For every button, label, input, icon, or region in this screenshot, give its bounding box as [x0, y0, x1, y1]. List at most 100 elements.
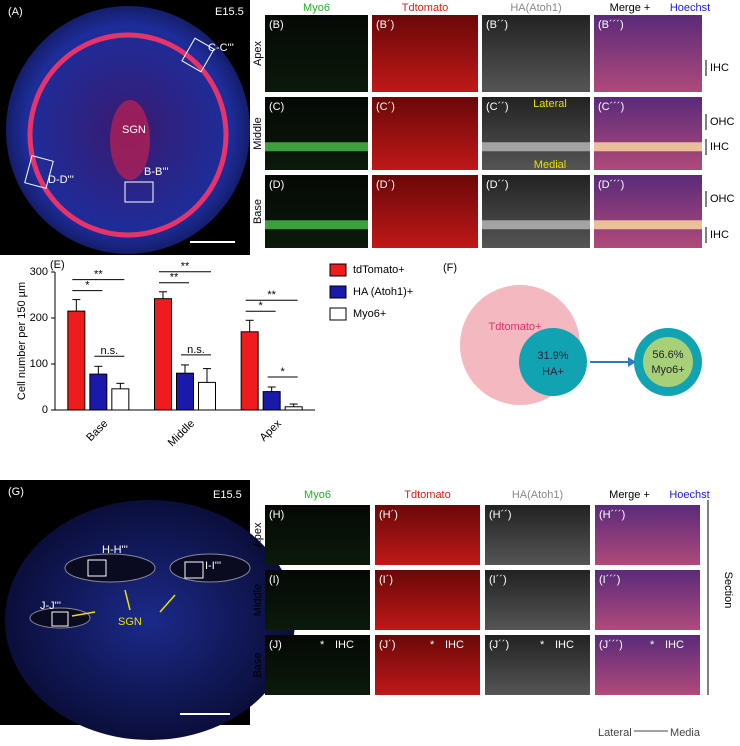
- micrograph: [265, 505, 370, 565]
- significance: n.s.: [100, 345, 118, 357]
- panel-letter: (G): [8, 486, 24, 498]
- cell-letter: (J´´): [489, 639, 509, 651]
- micrograph: [265, 570, 370, 630]
- legend-label: Myo6+: [353, 308, 386, 320]
- bar: [262, 391, 281, 411]
- cell-letter: (I´´): [489, 574, 507, 586]
- venn-inner: [519, 328, 587, 396]
- asterisk: *: [320, 639, 325, 651]
- y-tick-label: 100: [30, 358, 48, 370]
- label: C-C''': [208, 42, 234, 54]
- sgn-region: [110, 100, 150, 180]
- panel-letter: (E): [50, 259, 65, 271]
- significance: *: [85, 280, 90, 292]
- cell-band: [482, 220, 590, 230]
- duct: [29, 607, 91, 629]
- bar: [154, 298, 172, 411]
- legend-label: tdTomato+: [353, 264, 405, 276]
- box: [87, 559, 107, 577]
- legend-swatch: [329, 263, 347, 277]
- row-label: Middle: [252, 584, 264, 616]
- box: [181, 37, 215, 73]
- cell-letter: (H´´): [489, 509, 512, 521]
- side-label: IHC: [710, 229, 729, 241]
- cell-letter: (H´): [379, 509, 398, 521]
- significance: n.s.: [187, 344, 205, 356]
- micrograph: [595, 635, 700, 695]
- label: SGN: [118, 616, 142, 628]
- row-label: Middle: [252, 117, 264, 149]
- x-tick-label: Base: [84, 418, 110, 444]
- cell-letter: (C): [269, 101, 284, 113]
- micrograph: [594, 175, 702, 248]
- bar: [284, 406, 303, 411]
- asterisk: *: [540, 639, 545, 651]
- y-tick-label: 0: [42, 404, 48, 416]
- box: [124, 181, 154, 203]
- cell-letter: (J´): [379, 639, 396, 651]
- inner-label: Medial: [534, 159, 566, 171]
- column-header: Hoechst: [669, 489, 709, 501]
- venn-label: 56.6%: [652, 349, 683, 361]
- label: J-J''': [40, 600, 61, 612]
- significance: **: [94, 269, 103, 281]
- asterisk: *: [430, 639, 435, 651]
- bar: [89, 373, 108, 411]
- micrograph: [485, 570, 590, 630]
- column-header: Myo6: [304, 489, 331, 501]
- cell-band: [265, 220, 368, 230]
- ihc-label: IHC: [445, 639, 464, 651]
- cell-letter: (D´´): [486, 179, 509, 191]
- arrow-head: [628, 357, 636, 367]
- bar: [111, 388, 130, 411]
- row-label: Base: [252, 652, 264, 677]
- arrows: [71, 589, 176, 617]
- column-header: Merge +: [610, 2, 651, 14]
- micrograph: [375, 635, 480, 695]
- x-tick-label: Apex: [258, 417, 285, 444]
- side-label: IHC: [710, 141, 729, 153]
- micrograph: [482, 175, 590, 248]
- duct: [64, 553, 156, 583]
- cell-letter: (D´´´): [598, 179, 624, 191]
- section-label: Section: [722, 572, 734, 609]
- ihc-label: IHC: [555, 639, 574, 651]
- cell-letter: (C´´´): [598, 101, 624, 113]
- cell-letter: (I´): [379, 574, 393, 586]
- cell-band: [482, 142, 590, 152]
- row-label: Apex: [252, 522, 264, 548]
- cell-letter: (I´´´): [599, 574, 620, 586]
- column-header: Myo6: [303, 2, 330, 14]
- box: [24, 155, 54, 189]
- micrograph: [265, 175, 368, 248]
- legend-swatch: [329, 285, 347, 299]
- side-label: IHC: [710, 62, 729, 74]
- y-axis-label: Cell number per 150 µm: [16, 282, 28, 400]
- significance: **: [181, 261, 190, 273]
- bar: [176, 372, 194, 411]
- micrograph: [372, 175, 478, 248]
- ihc-label: IHC: [665, 639, 684, 651]
- micrograph: [595, 505, 700, 565]
- legend-swatch: [329, 307, 347, 321]
- box: [51, 611, 69, 627]
- micrograph: [375, 505, 480, 565]
- label: SGN: [122, 124, 146, 136]
- column-header: Tdtomato: [402, 2, 448, 14]
- stage: E15.5: [213, 489, 242, 501]
- significance: *: [259, 300, 264, 312]
- significance: *: [281, 366, 286, 378]
- column-header: HA(Atoh1): [512, 489, 563, 501]
- micrograph: [265, 15, 368, 92]
- asterisk: *: [650, 639, 655, 651]
- y-tick-label: 200: [30, 312, 48, 324]
- cell-letter: (D): [269, 179, 284, 191]
- bar: [240, 331, 259, 411]
- row-label: Apex: [252, 40, 264, 66]
- panel-letter: (F): [443, 262, 457, 274]
- micrograph: [485, 505, 590, 565]
- venn-label: HA+: [542, 366, 564, 378]
- y-tick-label: 300: [30, 266, 48, 278]
- column-header: HA(Atoh1): [510, 2, 561, 14]
